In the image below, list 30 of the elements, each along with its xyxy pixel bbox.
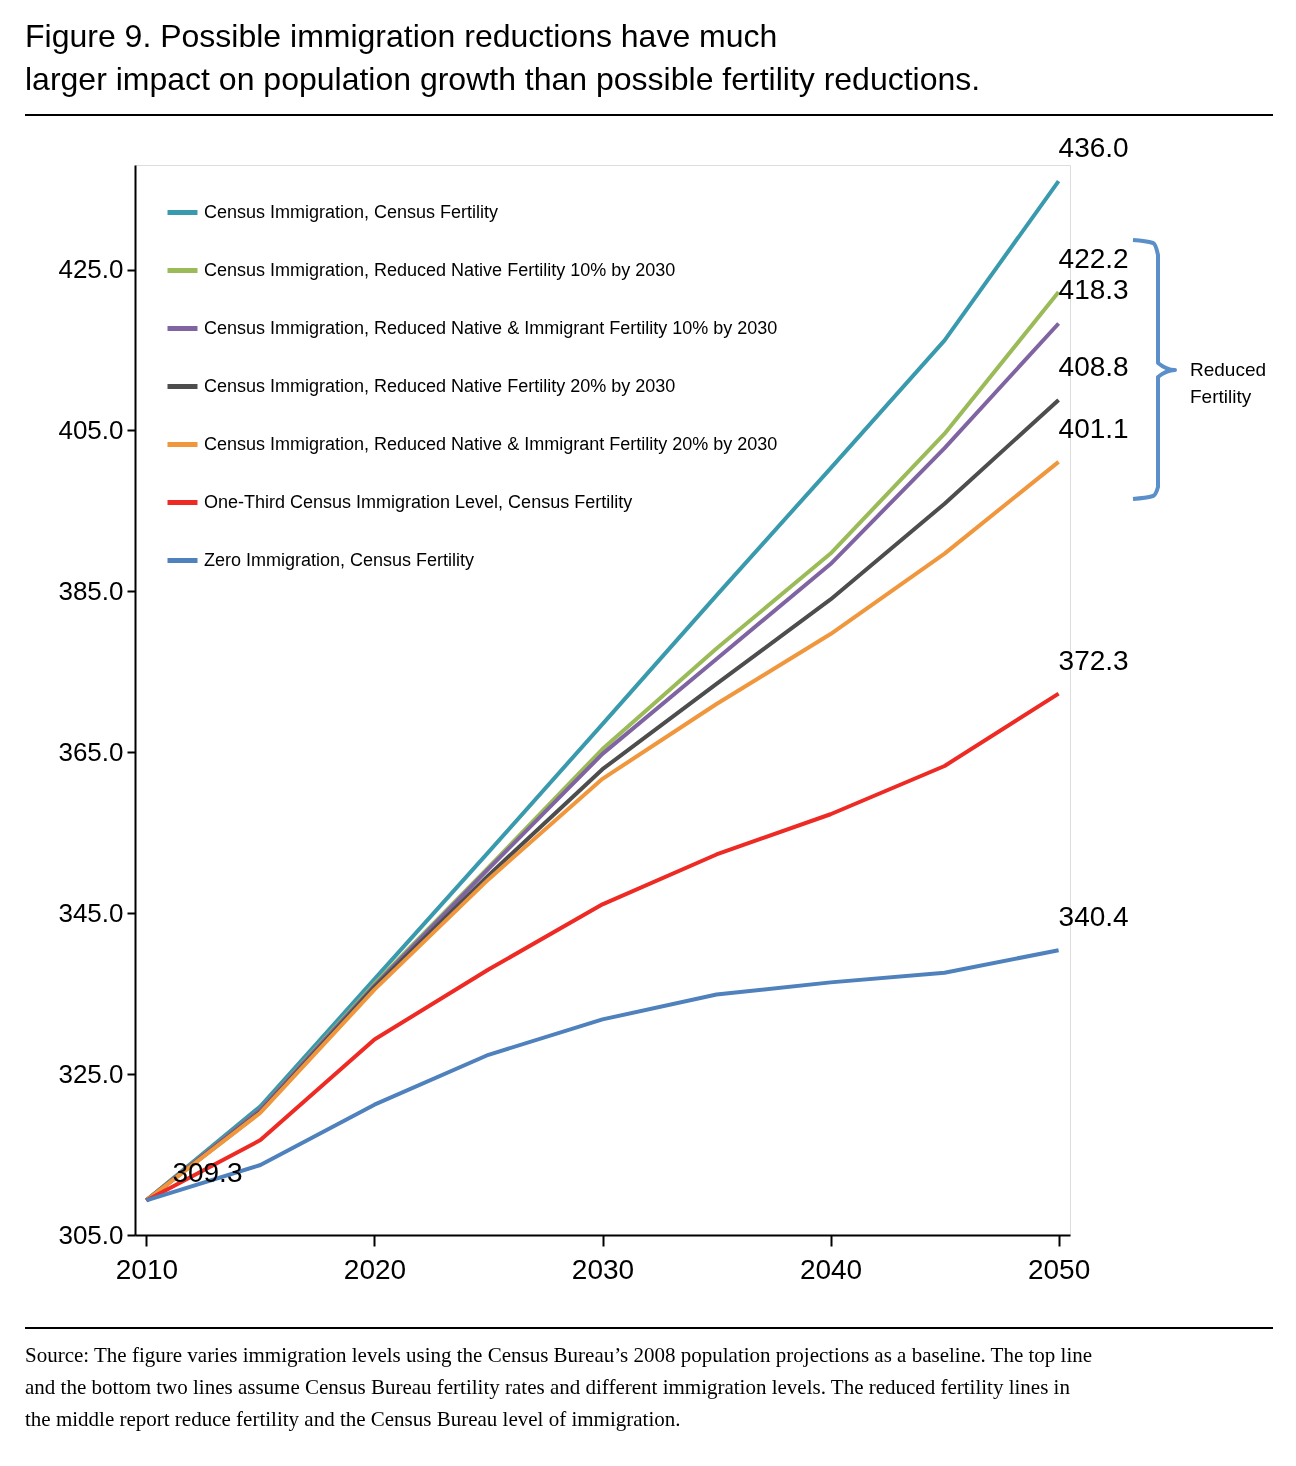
- legend-label: Zero Immigration, Census Fertility: [204, 549, 475, 570]
- data-label: 422.2: [1058, 243, 1129, 275]
- y-tick-label: 385.0: [58, 575, 124, 606]
- data-label: 401.1: [1058, 412, 1129, 444]
- legend-label: Census Immigration, Reduced Native & Immigrant Fertility 10% by 2030: [204, 317, 778, 338]
- legend-label: One-Third Census Immigration Level, Census Fertility: [204, 491, 633, 512]
- legend-label: Census Immigration, Census Fertility: [204, 201, 499, 222]
- data-label: 340.4: [1058, 901, 1129, 933]
- y-tick-label: 345.0: [58, 897, 124, 928]
- y-tick-label: 305.0: [58, 1219, 124, 1250]
- x-tick-label: 2010: [115, 1253, 179, 1285]
- x-tick-label: 2050: [1027, 1253, 1091, 1285]
- data-label: 418.3: [1058, 274, 1129, 306]
- legend-label: Census Immigration, Reduced Native & Immigrant Fertility 20% by 2030: [204, 433, 778, 454]
- y-tick-label: 325.0: [58, 1058, 124, 1089]
- x-tick-label: 2020: [343, 1253, 407, 1285]
- chart-title: Figure 9. Possible immigration reductions have much larger impact on population growth than possible fertility reductions.: [25, 18, 981, 97]
- y-tick-label: 405.0: [58, 414, 124, 445]
- y-tick-label: 425.0: [58, 254, 124, 285]
- line-series: [144, 948, 1061, 1203]
- data-label: 372.3: [1058, 644, 1129, 676]
- x-tick-label: 2030: [571, 1253, 635, 1285]
- x-tick-label: 2040: [799, 1253, 863, 1285]
- legend-label: Census Immigration, Reduced Native Fertility 10% by 2030: [204, 259, 676, 280]
- legend-label: Census Immigration, Reduced Native Fertility 20% by 2030: [204, 375, 676, 396]
- data-label: 436.0: [1058, 132, 1129, 164]
- source-note: Source: The figure varies immigration levels using the Census Bureau’s 2008 population projections as a baseline. The top line and the bottom two lines assume Census Bureau fertility rates and different immigration levels. The reduced fertility lines in the middle report reduce fertility and the Census Bureau level of immigration.: [25, 1343, 1093, 1431]
- data-label: 408.8: [1058, 350, 1129, 382]
- y-tick-label: 365.0: [58, 736, 124, 767]
- text: Reduced Fertility: [1190, 359, 1267, 407]
